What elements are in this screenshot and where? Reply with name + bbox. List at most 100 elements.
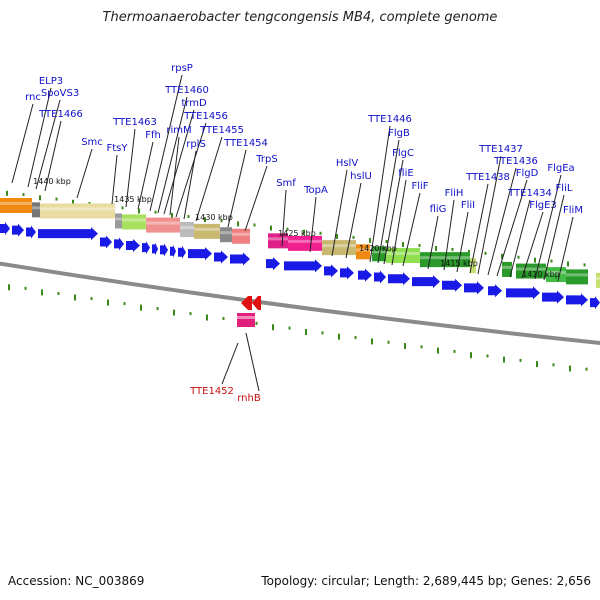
- gene-label[interactable]: hslU: [350, 171, 372, 182]
- reverse-feature-box[interactable]: [237, 313, 255, 327]
- gene-label[interactable]: TTE1437: [478, 144, 523, 155]
- forward-cds-arrow[interactable]: [566, 293, 588, 307]
- gene-label[interactable]: TTE1434: [507, 188, 552, 199]
- feature-box[interactable]: [470, 258, 476, 274]
- feature-box[interactable]: [356, 244, 370, 260]
- gene-label[interactable]: trmD: [181, 98, 207, 109]
- feature-box[interactable]: [220, 227, 232, 243]
- feature-box[interactable]: [502, 261, 512, 277]
- forward-cds-arrow[interactable]: [374, 270, 386, 284]
- gene-label[interactable]: TopA: [303, 185, 328, 196]
- forward-cds-arrow[interactable]: [488, 284, 502, 298]
- gene-label[interactable]: FliL: [556, 183, 573, 194]
- forward-cds-arrow[interactable]: [442, 278, 462, 292]
- reverse-gene-label[interactable]: rnhB: [237, 393, 261, 404]
- gene-label[interactable]: rplS: [186, 139, 206, 150]
- forward-cds-arrow[interactable]: [114, 237, 124, 251]
- gene-label[interactable]: FliM: [563, 205, 583, 216]
- gene-label[interactable]: SpoVS3: [41, 88, 79, 99]
- forward-cds-arrow[interactable]: [266, 257, 280, 271]
- forward-cds-arrow[interactable]: [178, 245, 186, 259]
- tick-mark: [534, 257, 536, 263]
- forward-cds-arrow[interactable]: [160, 243, 168, 257]
- forward-cds-arrow[interactable]: [464, 281, 484, 295]
- forward-cds-arrow[interactable]: [506, 286, 540, 300]
- kbp-label: 1410 kbp: [522, 270, 560, 279]
- forward-cds-arrow[interactable]: [152, 242, 158, 256]
- gene-label[interactable]: FlgD: [516, 168, 539, 179]
- gene-label[interactable]: FlgC: [392, 148, 414, 159]
- gene-label[interactable]: TTE1456: [183, 111, 228, 122]
- feature-highlight: [40, 207, 115, 211]
- forward-cds-arrow[interactable]: [358, 268, 372, 282]
- forward-cds-arrow[interactable]: [542, 290, 564, 304]
- gene-label[interactable]: FtsY: [107, 143, 129, 154]
- reverse-cds-arrow[interactable]: [252, 296, 261, 310]
- feature-box[interactable]: [32, 202, 40, 218]
- gene-label[interactable]: FlgE3: [529, 200, 557, 211]
- gene-label[interactable]: FliI: [461, 200, 475, 211]
- feature-box[interactable]: [372, 246, 386, 262]
- gene-label[interactable]: rpsP: [171, 63, 193, 74]
- forward-cds-arrow[interactable]: [126, 238, 140, 252]
- gene-label[interactable]: TTE1454: [223, 138, 268, 149]
- gene-label[interactable]: fliG: [430, 204, 447, 215]
- forward-cds-arrow[interactable]: [340, 266, 354, 280]
- gene-label[interactable]: FliF: [411, 181, 428, 192]
- gene-label[interactable]: rimM: [166, 125, 191, 136]
- forward-cds-arrow[interactable]: [284, 259, 322, 273]
- tick-mark: [74, 294, 76, 301]
- forward-cds-arrow[interactable]: [388, 272, 410, 286]
- feature-box[interactable]: [596, 272, 600, 288]
- gene-label[interactable]: TTE1436: [493, 156, 538, 167]
- feature-box[interactable]: [180, 222, 194, 238]
- label-leader-line: [11, 103, 34, 184]
- feature-box[interactable]: [288, 235, 322, 251]
- feature-box[interactable]: [0, 198, 32, 213]
- feature-box[interactable]: [566, 269, 588, 285]
- feature-box[interactable]: [122, 214, 146, 230]
- forward-cds-arrow[interactable]: [38, 227, 98, 241]
- feature-box[interactable]: [115, 213, 122, 229]
- forward-cds-arrow[interactable]: [26, 225, 36, 239]
- gene-label[interactable]: FlgEa: [547, 163, 574, 174]
- reverse-cds-arrow[interactable]: [241, 296, 252, 310]
- gene-label[interactable]: TTE1466: [38, 109, 83, 120]
- gene-label[interactable]: HslV: [336, 158, 359, 169]
- feature-box[interactable]: [40, 203, 115, 219]
- forward-cds-arrow[interactable]: [590, 296, 600, 310]
- forward-cds-arrow[interactable]: [170, 244, 176, 258]
- forward-cds-arrow[interactable]: [0, 222, 10, 235]
- tick-mark: [338, 333, 340, 340]
- gene-label[interactable]: fliE: [398, 168, 413, 179]
- gene-label[interactable]: rnc: [25, 92, 41, 103]
- gene-label[interactable]: TrpS: [255, 154, 277, 165]
- feature-box[interactable]: [546, 267, 566, 283]
- forward-cds-arrow[interactable]: [214, 250, 228, 264]
- forward-cds-arrow[interactable]: [142, 241, 150, 255]
- gene-label[interactable]: TTE1438: [465, 172, 510, 183]
- feature-box[interactable]: [194, 223, 220, 239]
- feature-box[interactable]: [322, 240, 356, 256]
- reverse-gene-label[interactable]: TTE1452: [189, 386, 234, 397]
- label-leader-line: [175, 122, 207, 218]
- gene-label[interactable]: TTE1463: [112, 117, 157, 128]
- forward-cds-arrow[interactable]: [412, 275, 440, 289]
- feature-box[interactable]: [146, 217, 180, 233]
- gene-label[interactable]: FliH: [445, 188, 464, 199]
- forward-cds-arrow[interactable]: [12, 223, 24, 237]
- gene-label[interactable]: FlgB: [388, 128, 410, 139]
- forward-cds-arrow[interactable]: [100, 235, 112, 249]
- gene-label[interactable]: TTE1455: [199, 125, 244, 136]
- gene-label[interactable]: Ffh: [145, 130, 161, 141]
- gene-label[interactable]: Smc: [81, 137, 103, 148]
- forward-cds-arrow[interactable]: [230, 252, 250, 266]
- gene-label[interactable]: TTE1446: [367, 114, 412, 125]
- genome-summary: Topology: circular; Length: 2,689,445 bp…: [261, 574, 591, 588]
- gene-label[interactable]: ELP3: [39, 76, 63, 87]
- forward-cds-arrow[interactable]: [324, 264, 338, 278]
- gene-label[interactable]: TTE1460: [164, 85, 209, 96]
- forward-cds-arrow[interactable]: [188, 247, 212, 261]
- gene-label[interactable]: Smf: [276, 178, 296, 189]
- feature-box[interactable]: [232, 228, 250, 244]
